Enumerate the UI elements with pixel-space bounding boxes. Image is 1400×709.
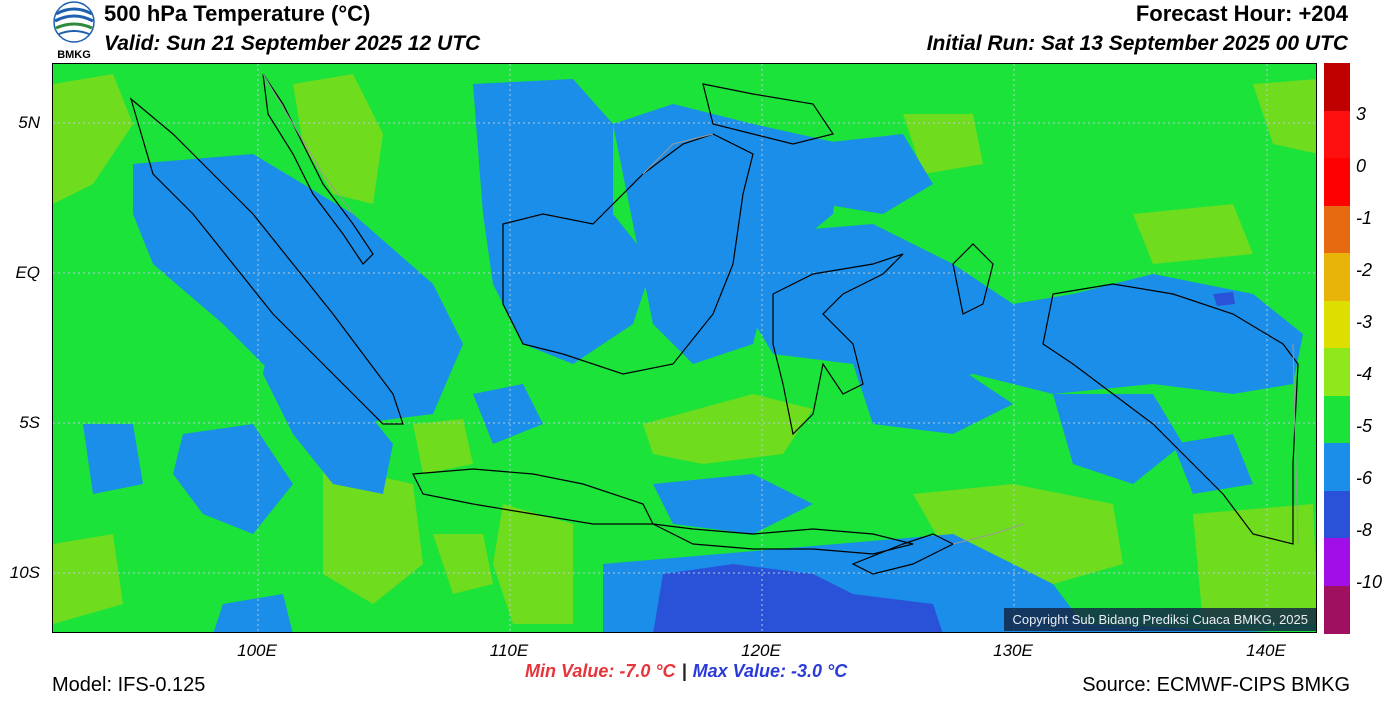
- colorbar-segment: [1324, 63, 1350, 111]
- colorbar-segment: [1324, 538, 1350, 586]
- initial-run: Initial Run: Sat 13 September 2025 00 UT…: [926, 32, 1348, 55]
- map-title: 500 hPa Temperature (°C): [104, 1, 371, 26]
- boundaries: [262, 73, 1299, 545]
- lat-label-5n: 5N: [18, 113, 40, 132]
- colorbar-label: -2: [1356, 260, 1373, 280]
- colder-patches: [653, 292, 1235, 632]
- separator: |: [681, 661, 687, 681]
- lon-label-140e: 140E: [1246, 641, 1286, 660]
- colorbar-label: -6: [1356, 468, 1373, 488]
- colorbar-segment: [1324, 395, 1350, 444]
- source-info: Source: ECMWF-CIPS BMKG: [1082, 674, 1350, 696]
- colorbar-segment: [1324, 205, 1350, 254]
- colorbar-segment: [1324, 158, 1350, 206]
- temperature-map[interactable]: [52, 63, 1317, 633]
- min-value: Min Value: -7.0 °C: [525, 661, 676, 681]
- lat-label-5s: 5S: [19, 413, 40, 432]
- colorbar-label: 0: [1356, 156, 1367, 176]
- lon-label-130e: 130E: [993, 641, 1033, 660]
- colorbar-segment: [1324, 585, 1350, 634]
- lat-label-eq: EQ: [15, 263, 40, 282]
- logo-text: BMKG: [57, 49, 91, 60]
- colorbar-label: -1: [1356, 208, 1373, 228]
- colorbar-label: -5: [1356, 416, 1373, 436]
- colorbar-label: -3: [1356, 312, 1373, 332]
- colorbar-segment: [1324, 110, 1350, 159]
- bmkg-logo: BMKG: [50, 0, 102, 61]
- colorbar-segment: [1324, 443, 1350, 491]
- colorbar-segment: [1324, 348, 1350, 396]
- lon-label-120e: 120E: [741, 641, 781, 660]
- colorbar-label: -4: [1356, 364, 1373, 384]
- valid-time: Valid: Sun 21 September 2025 12 UTC: [104, 32, 481, 55]
- cold-patches: [83, 79, 1303, 632]
- copyright-notice: Copyright Sub Bidang Prediksi Cuaca BMKG…: [1004, 608, 1316, 631]
- map-gridlines: [53, 64, 1316, 632]
- max-value: Max Value: -3.0 °C: [692, 661, 848, 681]
- colorbar-label: -10: [1356, 572, 1383, 592]
- forecast-hour: Forecast Hour: +204: [1135, 1, 1348, 26]
- colorbar: [1324, 63, 1350, 634]
- lat-label-10s: 10S: [9, 563, 40, 582]
- min-max-values: Min Value: -7.0 °C | Max Value: -3.0 °C: [525, 661, 847, 682]
- colorbar-label: -8: [1356, 520, 1373, 540]
- warm-patches: [53, 74, 1316, 624]
- colorbar-label: 3: [1356, 104, 1367, 124]
- colorbar-segment: [1324, 490, 1350, 539]
- colorbar-segment: [1324, 300, 1350, 349]
- colorbar-segment: [1324, 253, 1350, 301]
- lon-label-110e: 110E: [489, 641, 529, 660]
- lon-label-100e: 100E: [237, 641, 277, 660]
- coastlines: [129, 73, 1299, 575]
- model-info: Model: IFS-0.125: [52, 674, 206, 696]
